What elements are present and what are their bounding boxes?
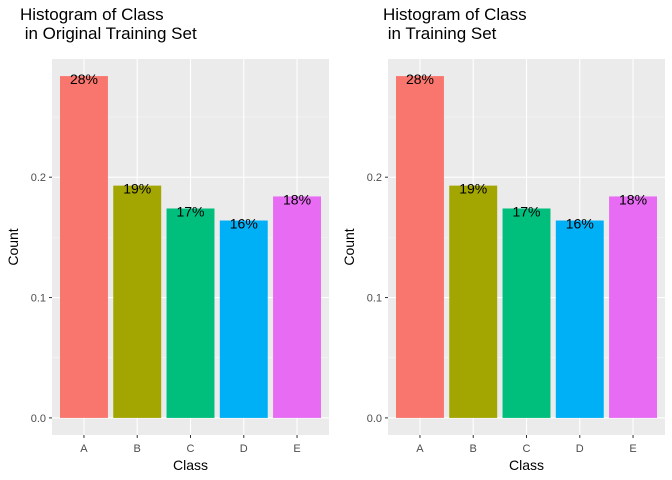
y-tick-label: 0.0	[367, 413, 382, 425]
y-tick-label: 0.2	[367, 172, 382, 184]
bar-labels: 28% 19% 17% 16% 18%	[70, 71, 311, 231]
bar-B	[113, 185, 162, 418]
x-tick-label: D	[576, 443, 584, 455]
bar-label-B: 19%	[459, 181, 487, 197]
x-tick-label: A	[416, 443, 424, 455]
bar-label-D: 16%	[230, 216, 258, 232]
bar-label-D: 16%	[566, 216, 594, 232]
chart-title-line-1: Histogram of Class	[383, 5, 527, 24]
bar-C	[502, 208, 551, 418]
x-tick-label: A	[80, 443, 88, 455]
y-axis-title: Count	[341, 228, 357, 265]
x-axis-title: Class	[173, 457, 208, 473]
chart-svg: Histogram of Class in Original Training …	[5, 5, 329, 473]
chart-svg: Histogram of Class in Training Set 28% 19…	[341, 5, 665, 473]
y-tick-label: 0.0	[31, 413, 46, 425]
x-tick-label: C	[523, 443, 531, 455]
x-tick-label: E	[629, 443, 636, 455]
bar-A	[395, 76, 444, 418]
chart-title-line-2: in Original Training Set	[20, 24, 197, 43]
x-axis-title: Class	[509, 457, 544, 473]
bar-label-C: 17%	[512, 203, 540, 219]
y-tick-label: 0.1	[31, 293, 46, 305]
x-tick-label: B	[470, 443, 477, 455]
chart-panel-training: Histogram of Class in Training Set 28% 19…	[336, 0, 672, 480]
y-axis-title: Count	[5, 228, 21, 265]
x-tick-label: D	[240, 443, 248, 455]
x-axis-ticks: A B C D E	[416, 435, 637, 455]
chart-title-line-2: in Training Set	[383, 24, 497, 43]
bar-label-A: 28%	[70, 71, 98, 87]
x-tick-label: E	[293, 443, 300, 455]
bar-label-B: 19%	[123, 181, 151, 197]
bar-A	[59, 76, 108, 418]
bar-D	[555, 220, 604, 418]
x-tick-label: C	[187, 443, 195, 455]
bars	[59, 76, 322, 418]
bar-B	[449, 185, 498, 418]
bar-labels: 28% 19% 17% 16% 18%	[406, 71, 647, 231]
y-tick-label: 0.1	[367, 293, 382, 305]
x-tick-label: B	[134, 443, 141, 455]
chart-panel-original: Histogram of Class in Original Training …	[5, 5, 329, 473]
chart-title-line-1: Histogram of Class	[20, 5, 164, 24]
x-axis-ticks: A B C D E	[80, 435, 301, 455]
bar-label-C: 17%	[176, 203, 204, 219]
y-tick-label: 0.2	[31, 172, 46, 184]
bar-E	[609, 196, 658, 418]
bar-C	[166, 208, 215, 418]
bar-E	[273, 196, 322, 418]
bar-D	[219, 220, 268, 418]
bar-label-E: 18%	[619, 191, 647, 207]
bar-label-E: 18%	[283, 191, 311, 207]
bars	[395, 76, 658, 418]
y-axis-ticks: 0.0 0.1 0.2	[31, 172, 52, 425]
bar-label-A: 28%	[406, 71, 434, 87]
y-axis-ticks: 0.0 0.1 0.2	[367, 172, 388, 425]
